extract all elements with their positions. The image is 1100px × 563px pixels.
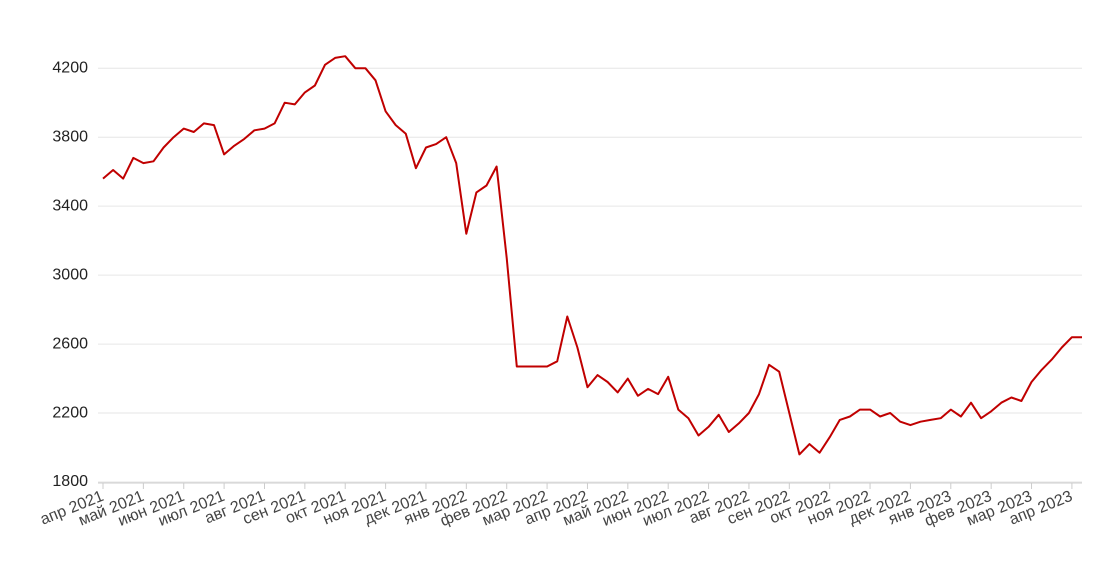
line <box>102 55 1082 456</box>
y-tick-label: 1800 <box>52 473 88 490</box>
y-tick-label: 3800 <box>52 128 88 145</box>
y-tick-label: 3000 <box>52 266 88 283</box>
y-tick-label: 4200 <box>52 59 88 76</box>
y-tick-label: 3400 <box>52 197 88 214</box>
y-tick-label: 2600 <box>52 335 88 352</box>
y-tick-label: 2200 <box>52 404 88 421</box>
